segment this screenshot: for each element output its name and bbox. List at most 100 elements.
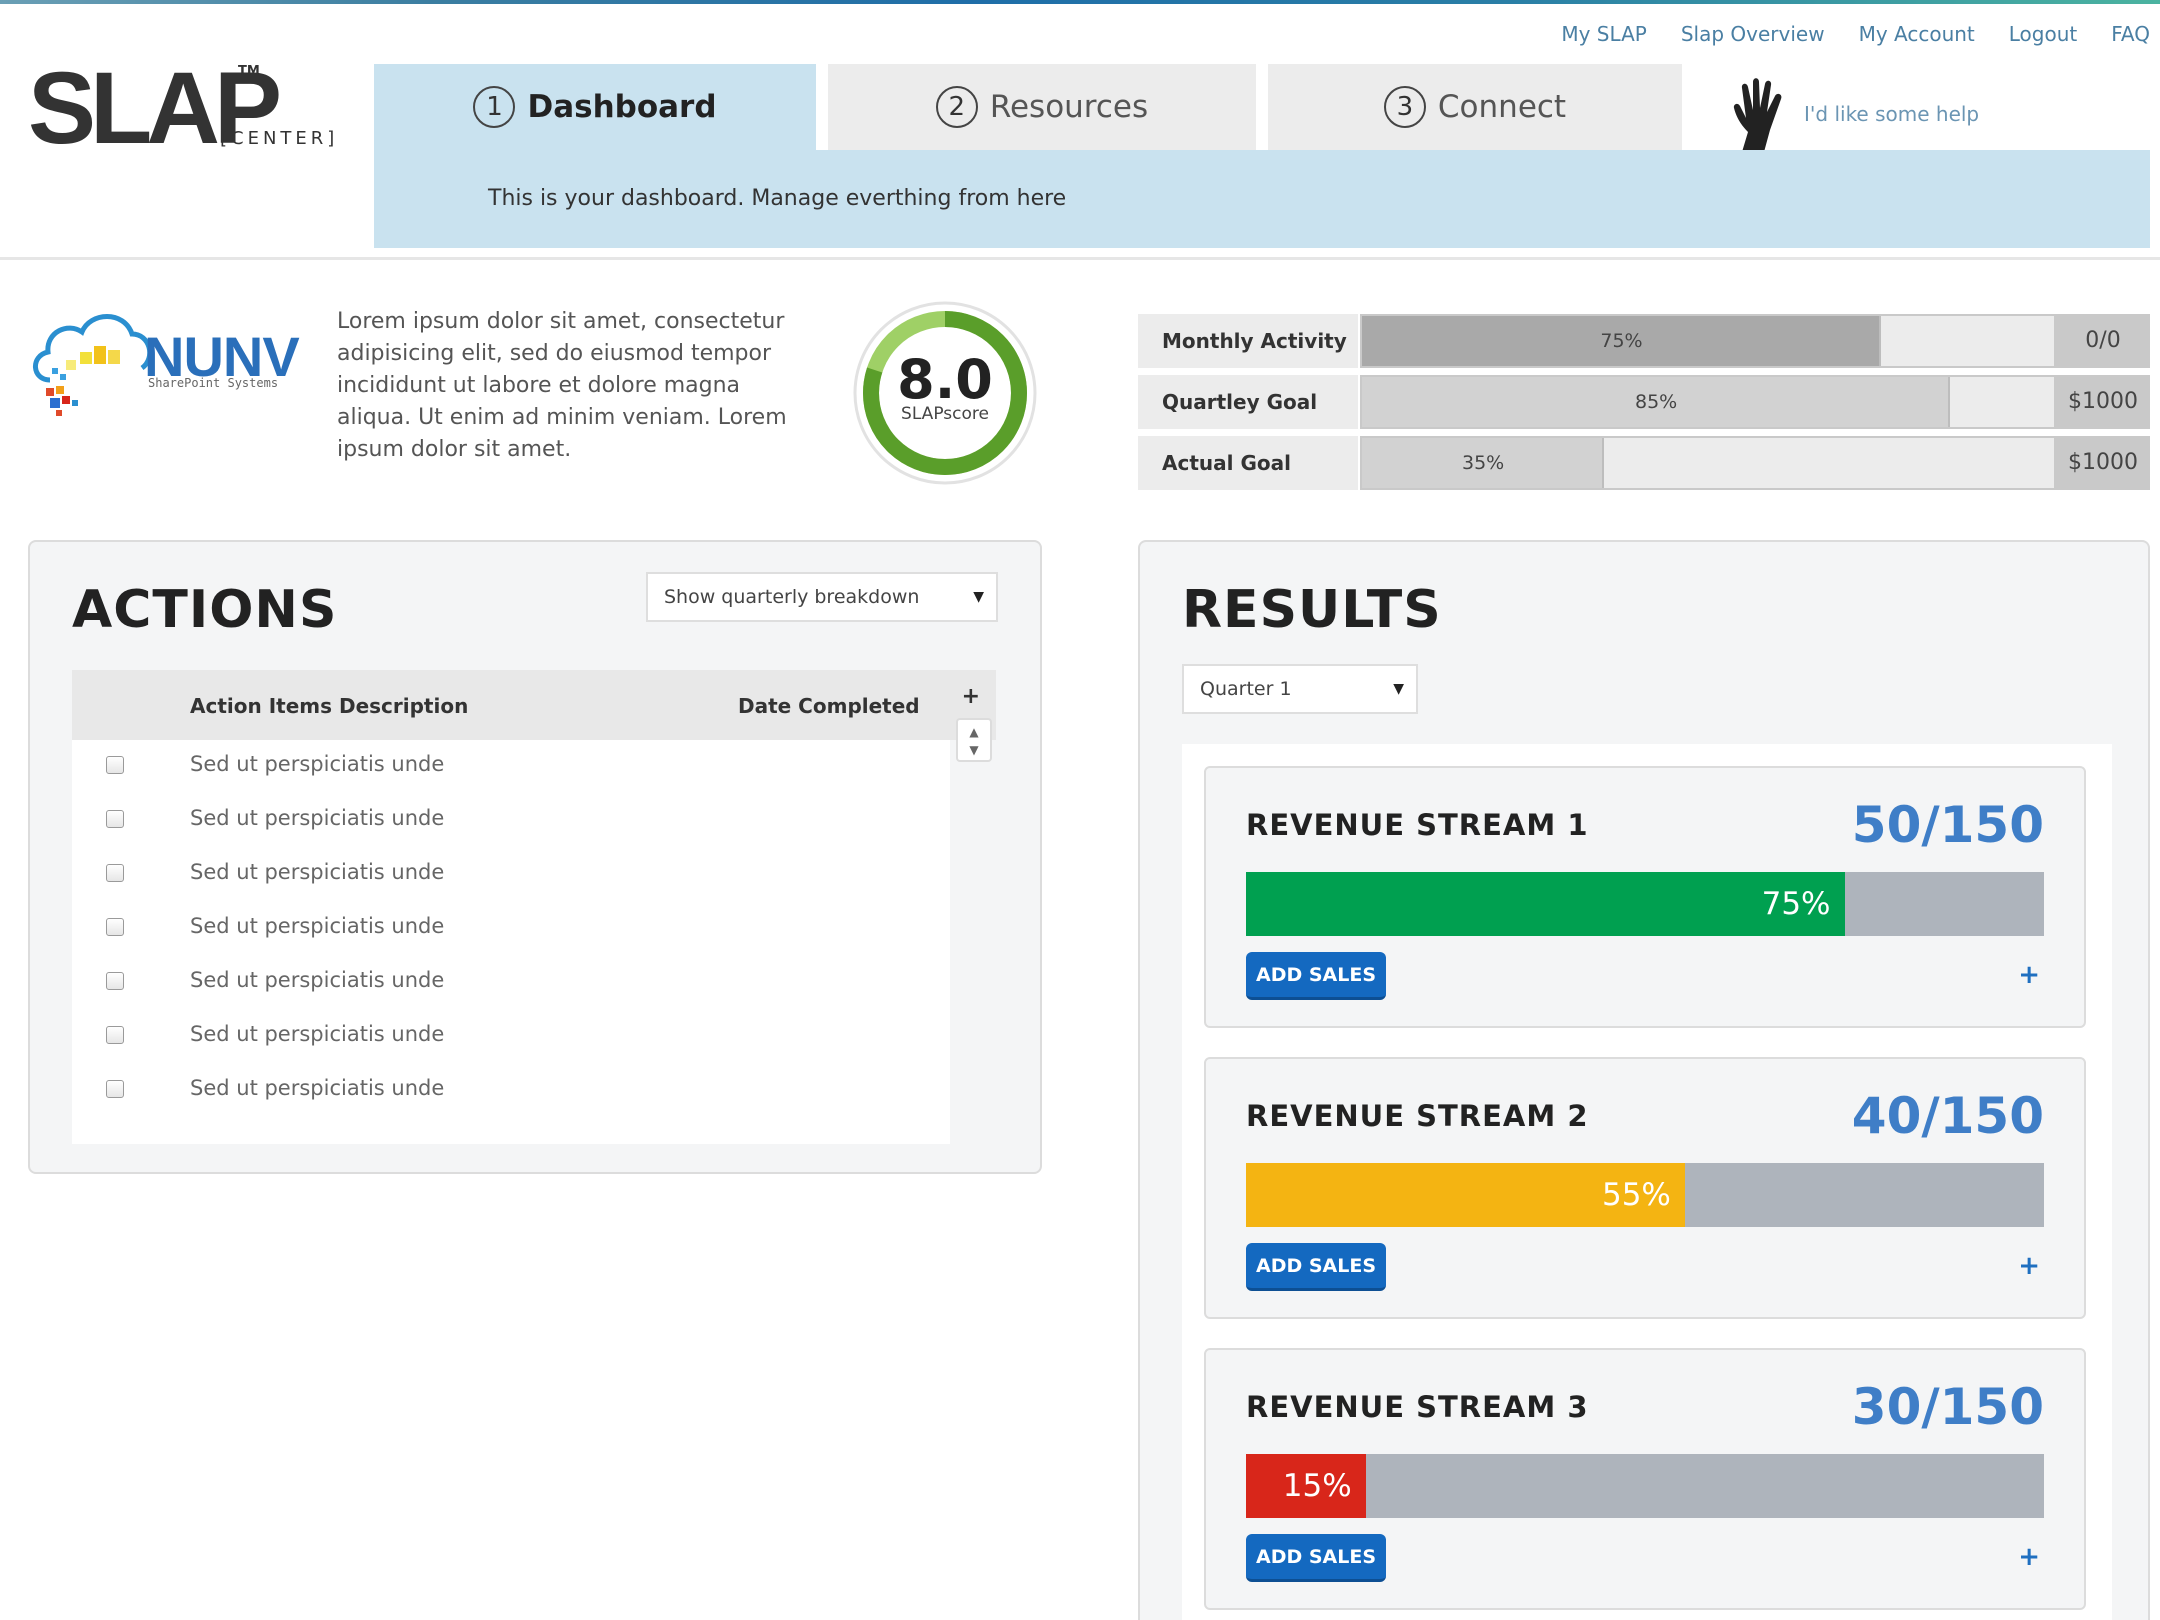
nav-slap-overview[interactable]: Slap Overview	[1680, 22, 1825, 46]
revenue-stream-card: REVENUE STREAM 1 50/150 75% ADD SALES +	[1204, 766, 2086, 1028]
stream-percent: 55%	[1601, 1177, 1671, 1213]
actions-panel: ACTIONS Show quarterly breakdown ▼ Actio…	[28, 540, 1042, 1174]
tab-label: Resources	[989, 89, 1149, 125]
row-checkbox[interactable]	[106, 1080, 124, 1098]
main-tabs: 1 Dashboard 2 Resources 3 Connect	[374, 64, 1694, 150]
nav-my-slap[interactable]: My SLAP	[1561, 22, 1647, 46]
metric-label: Actual Goal	[1138, 436, 1358, 490]
stream-percent: 15%	[1282, 1468, 1352, 1504]
table-row: Sed ut perspiciatis unde	[72, 854, 950, 894]
logo-wordmark: SLAP	[28, 51, 282, 165]
company-logo: NUNV SharePoint Systems	[28, 298, 308, 418]
metric-monthly-activity: Monthly Activity 75% 0/0	[1138, 314, 2150, 368]
score-ring	[853, 301, 1037, 485]
stream-name: REVENUE STREAM 2	[1246, 1099, 1589, 1133]
slap-score: 8.0 SLAPscore	[852, 300, 1038, 486]
action-description: Sed ut perspiciatis unde	[190, 1022, 445, 1046]
quarter-select[interactable]: Quarter 1 ▼	[1182, 664, 1418, 714]
metric-label: Monthly Activity	[1138, 314, 1358, 368]
row-checkbox[interactable]	[106, 810, 124, 828]
stream-name: REVENUE STREAM 3	[1246, 1390, 1589, 1424]
stream-percent: 75%	[1761, 886, 1831, 922]
stream-progress-fill: 55%	[1246, 1163, 1685, 1227]
hand-wave-icon	[1733, 78, 1782, 152]
stream-progress-fill: 15%	[1246, 1454, 1366, 1518]
results-title: RESULTS	[1182, 580, 1442, 640]
stream-progress-bar: 55%	[1246, 1163, 2044, 1227]
tab-description-band: This is your dashboard. Manage everthing…	[374, 150, 2150, 248]
metric-progress-fill	[1362, 377, 1951, 427]
expand-plus-button[interactable]: +	[2018, 1251, 2040, 1281]
select-value: Show quarterly breakdown	[664, 586, 920, 608]
add-sales-button[interactable]: ADD SALES	[1246, 1243, 1386, 1291]
actions-title: ACTIONS	[72, 580, 338, 640]
metric-value: $1000	[2056, 436, 2150, 490]
row-checkbox[interactable]	[106, 756, 124, 774]
metric-value: $1000	[2056, 375, 2150, 429]
add-action-button[interactable]: +	[961, 684, 980, 709]
chevron-down-icon: ▼	[969, 743, 979, 757]
nav-faq[interactable]: FAQ	[2111, 22, 2150, 46]
expand-plus-button[interactable]: +	[2018, 960, 2040, 990]
action-description: Sed ut perspiciatis unde	[190, 752, 445, 776]
scroll-stepper[interactable]: ▲ ▼	[956, 718, 992, 762]
tab-description: This is your dashboard. Manage everthing…	[488, 186, 1067, 211]
nav-logout[interactable]: Logout	[2008, 22, 2078, 46]
action-description: Sed ut perspiciatis unde	[190, 1076, 445, 1100]
logo-trademark: TM	[238, 64, 260, 79]
slap-logo[interactable]: SLAP TM [CENTER]	[28, 51, 339, 166]
header: My SLAP Slap Overview My Account Logout …	[0, 4, 2160, 260]
tab-connect[interactable]: 3 Connect	[1268, 64, 1682, 150]
help-link[interactable]: I'd like some help	[1728, 74, 1979, 154]
column-header-description: Action Items Description	[190, 694, 469, 718]
caret-down-icon: ▼	[1393, 681, 1404, 697]
expand-plus-button[interactable]: +	[2018, 1542, 2040, 1572]
revenue-stream-card: REVENUE STREAM 3 30/150 15% ADD SALES +	[1204, 1348, 2086, 1610]
logo-subtitle: [CENTER]	[220, 128, 339, 149]
tab-resources[interactable]: 2 Resources	[828, 64, 1256, 150]
results-panel: RESULTS Quarter 1 ▼ REVENUE STREAM 1 50/…	[1138, 540, 2150, 1620]
top-accent-line	[0, 0, 2160, 4]
action-description: Sed ut perspiciatis unde	[190, 914, 445, 938]
row-checkbox[interactable]	[106, 864, 124, 882]
metric-progress-fill	[1362, 316, 1881, 366]
stream-progress-fill: 75%	[1246, 872, 1845, 936]
metric-percent: 35%	[1461, 452, 1505, 474]
metric-progress-bar: 75%	[1360, 314, 2056, 368]
table-row: Sed ut perspiciatis unde	[72, 962, 950, 1002]
caret-down-icon: ▼	[973, 589, 984, 605]
stream-ratio: 40/150	[1851, 1087, 2044, 1145]
table-row: Sed ut perspiciatis unde	[72, 1016, 950, 1056]
table-row: Sed ut perspiciatis unde	[72, 746, 950, 786]
column-header-date: Date Completed	[738, 694, 920, 718]
tab-label: Dashboard	[527, 89, 717, 125]
tab-label: Connect	[1437, 89, 1567, 125]
score-label: SLAPscore	[901, 404, 989, 424]
action-description: Sed ut perspiciatis unde	[190, 968, 445, 992]
row-checkbox[interactable]	[106, 1026, 124, 1044]
metric-progress-fill	[1362, 438, 1605, 488]
stream-ratio: 50/150	[1851, 796, 2044, 854]
revenue-streams-list: REVENUE STREAM 1 50/150 75% ADD SALES + …	[1182, 744, 2112, 1620]
metric-percent: 85%	[1634, 391, 1678, 413]
action-description: Sed ut perspiciatis unde	[190, 806, 445, 830]
tab-dashboard[interactable]: 1 Dashboard	[374, 64, 816, 150]
cloud-logo-icon	[33, 314, 153, 416]
add-sales-button[interactable]: ADD SALES	[1246, 1534, 1386, 1582]
action-items-table: Action Items Description Date Completed …	[72, 670, 996, 1144]
quarterly-breakdown-select[interactable]: Show quarterly breakdown ▼	[646, 572, 998, 622]
metrics-panel: Monthly Activity 75% 0/0 Quartley Goal 8…	[1138, 314, 2150, 497]
help-label: I'd like some help	[1804, 102, 1980, 126]
row-checkbox[interactable]	[106, 918, 124, 936]
table-row: Sed ut perspiciatis unde	[72, 908, 950, 948]
row-checkbox[interactable]	[106, 972, 124, 990]
score-value: 8.0	[897, 348, 993, 411]
stream-ratio: 30/150	[1851, 1378, 2044, 1436]
table-header: Action Items Description Date Completed …	[72, 670, 996, 740]
nav-my-account[interactable]: My Account	[1858, 22, 1975, 46]
tab-number: 3	[1383, 86, 1426, 128]
chevron-up-icon: ▲	[969, 725, 979, 739]
metric-value: 0/0	[2056, 314, 2150, 368]
add-sales-button[interactable]: ADD SALES	[1246, 952, 1386, 1000]
company-logo-tagline: SharePoint Systems	[148, 376, 279, 390]
